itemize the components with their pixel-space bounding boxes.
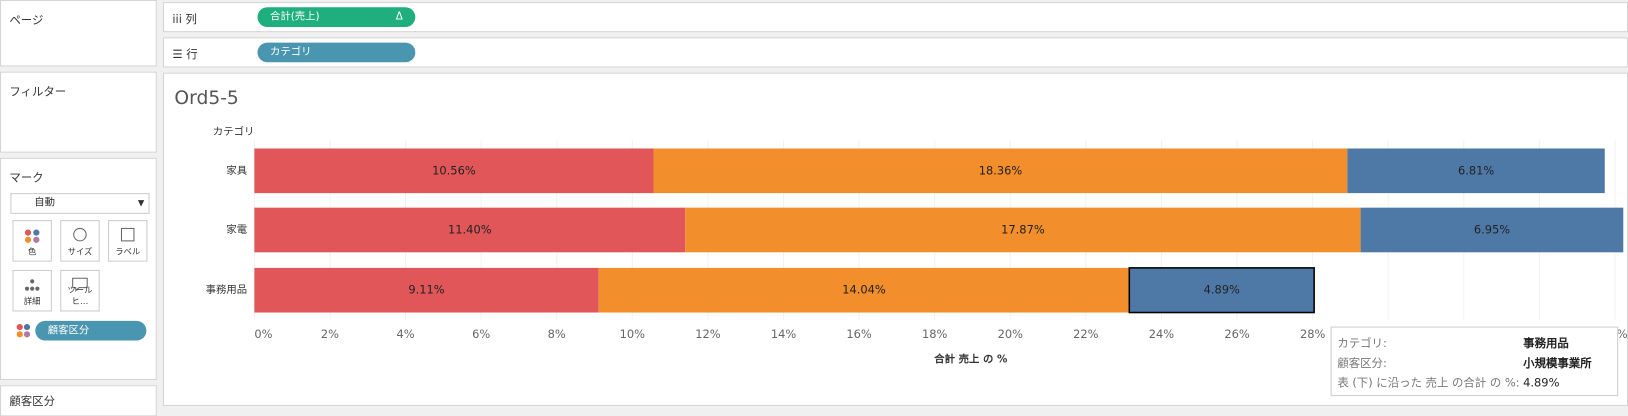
value-label: 17.87% xyxy=(1001,222,1045,236)
x-tick-label: 22% xyxy=(1073,327,1099,341)
size-button[interactable]: サイズ xyxy=(60,220,100,262)
value-label: 14.04% xyxy=(842,283,886,297)
marks-card: マーク 自動 ▼ 色 サイズ ラベル 詳細 ツールヒ… 顧客区分 xyxy=(0,157,157,381)
color-icon xyxy=(16,323,31,338)
x-tick-label: 26% xyxy=(1224,327,1250,341)
filters-title: フィルター xyxy=(9,85,67,99)
tooltip-value: 小規模事業所 xyxy=(1522,356,1592,370)
button-label: ラベル xyxy=(115,247,141,257)
tooltip-value: 4.89% xyxy=(1523,376,1559,390)
icon xyxy=(120,227,135,242)
pages-title: ページ xyxy=(9,13,44,27)
value-label: 10.56% xyxy=(432,163,476,177)
mark-type: 自動 xyxy=(34,197,56,209)
bar-segment xyxy=(598,267,1130,313)
y-axis-title: カテゴリ xyxy=(213,125,255,138)
bar-segment xyxy=(685,207,1361,253)
bar-segment xyxy=(254,148,654,194)
x-tick-label: 8% xyxy=(548,327,566,341)
value-label: 9.11% xyxy=(408,283,444,297)
columns-label: 列 xyxy=(185,12,197,26)
bar-segment xyxy=(254,267,599,313)
value-label: 11.40% xyxy=(448,222,492,236)
chart-title: Ord5-5 xyxy=(174,88,238,109)
x-tick-label: 28% xyxy=(1300,327,1326,341)
bar-segment xyxy=(653,148,1348,194)
button-label: 色 xyxy=(28,247,37,257)
legend-title: 顧客区分 xyxy=(9,394,56,409)
pill-icon: Δ xyxy=(395,11,403,23)
rows-shelf: ☰ 行 カテゴリ xyxy=(163,37,1628,68)
value-label: 6.81% xyxy=(1458,163,1494,177)
segment-pill[interactable]: 顧客区分 xyxy=(35,320,147,341)
shelf-label: iii 列 xyxy=(172,12,197,26)
marks-title: マーク xyxy=(9,171,44,185)
rows-label: 行 xyxy=(186,47,198,62)
chart: Ord5-5 カテゴリ 合計 売上 の % 0% 2% 4% 6% 8% 10% 12% 14… xyxy=(174,88,1627,397)
columns-shelf: iii 列 合計(売上) Δ xyxy=(163,2,1628,33)
color-button[interactable]: 色 xyxy=(12,220,52,262)
icon xyxy=(73,227,87,242)
value-label: 6.95% xyxy=(1474,222,1510,236)
x-tick-label: 0% xyxy=(254,327,272,341)
label-button[interactable]: ラベル xyxy=(107,220,148,262)
x-tick-label: 10% xyxy=(620,327,646,341)
x-axis-title: 合計 売上 の % xyxy=(933,352,1008,365)
x-tick-label: 18% xyxy=(922,327,948,341)
shelf-label: ☰ 行 xyxy=(172,47,198,62)
x-tick-label: 16% xyxy=(846,327,872,341)
columns-pill[interactable]: 合計(売上) Δ xyxy=(257,7,416,27)
filters-card: フィルター xyxy=(0,71,157,153)
pill-text: 合計(売上) xyxy=(269,11,320,23)
x-tick-label: 2% xyxy=(321,327,339,341)
y-tick-label: 家電 xyxy=(226,223,247,236)
x-tick-label: 14% xyxy=(771,327,797,341)
mark-type-dropdown[interactable]: 自動 ▼ xyxy=(10,193,150,214)
x-tick-label: 12% xyxy=(695,327,721,341)
y-tick-label: 事務用品 xyxy=(206,283,248,296)
x-tick-label: 20% xyxy=(998,327,1024,341)
x-tick-label: 24% xyxy=(1149,327,1175,341)
tooltip-label: カテゴリ: xyxy=(1337,336,1386,350)
bar-segment xyxy=(1347,148,1605,194)
tooltip-button[interactable]: ツールヒ… xyxy=(60,269,100,312)
tooltip-label: 顧客区分: xyxy=(1337,356,1386,370)
bar-segment xyxy=(254,207,686,253)
button-label: ツールヒ… xyxy=(67,285,93,307)
pages-card: ページ xyxy=(0,0,157,67)
rows-pill[interactable]: カテゴリ xyxy=(257,42,416,63)
y-tick-label: 家具 xyxy=(226,164,247,177)
tooltip-value: 事務用品 xyxy=(1523,336,1569,350)
icon xyxy=(24,279,40,291)
value-label: 4.89% xyxy=(1204,283,1240,297)
detail-button[interactable]: 詳細 xyxy=(12,269,52,312)
x-tick-label: 4% xyxy=(397,327,415,341)
x-tick-label: 6% xyxy=(472,327,490,341)
bar-segment xyxy=(1128,267,1315,314)
icon xyxy=(24,229,40,243)
icon xyxy=(72,277,88,292)
tooltip-label: 表 (下) に沿った 売上 の合計 の %: xyxy=(1337,376,1519,390)
button-label: 詳細 xyxy=(23,296,41,307)
button-label: サイズ xyxy=(67,247,93,257)
value-label: 18.36% xyxy=(979,163,1023,177)
bar-segment xyxy=(1360,207,1624,253)
